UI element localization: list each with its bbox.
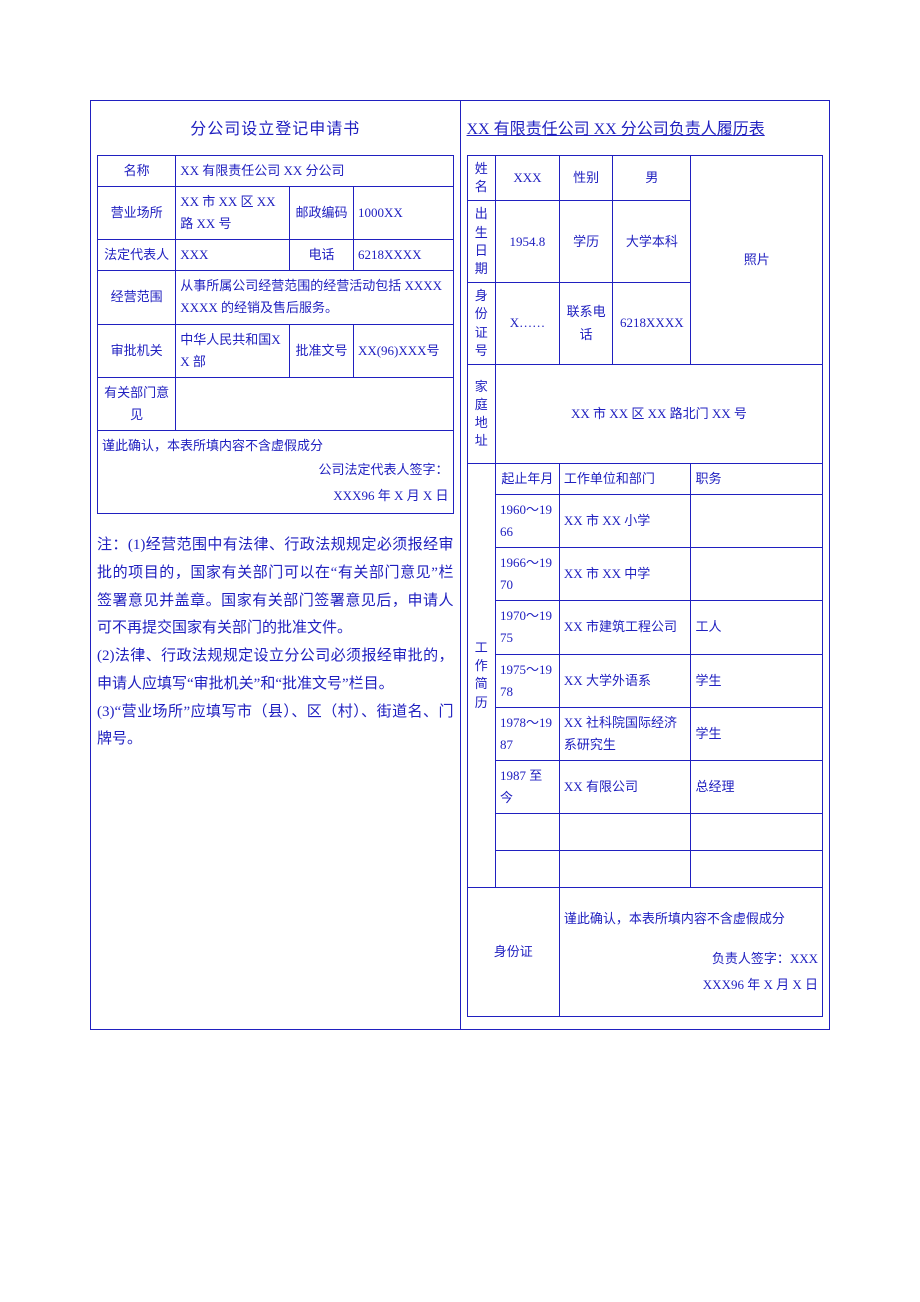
post-3: 学生 (691, 654, 823, 707)
unit-2: XX 市建筑工程公司 (559, 601, 691, 654)
label-r-dob: 出生日期 (467, 201, 495, 283)
label-phone: 电话 (289, 240, 353, 271)
value-r-edu: 大学本科 (613, 201, 691, 283)
sign-block: 公司法定代表人签字： XXX96 年 X 月 X 日 (102, 457, 449, 509)
document-page: 分公司设立登记申请书 名称 XX 有限责任公司 XX 分公司 营业场所 XX 市… (0, 0, 920, 1302)
confirm-text: 谨此确认，本表所填内容不含虚假成分 (102, 435, 449, 457)
value-legal: XXX (176, 240, 290, 271)
two-column-wrapper: 分公司设立登记申请书 名称 XX 有限责任公司 XX 分公司 营业场所 XX 市… (90, 100, 830, 1030)
period-5: 1987 至今 (495, 760, 559, 813)
label-r-gender: 性别 (559, 156, 612, 201)
id-confirm-cell: 谨此确认，本表所填内容不含虚假成分 负责人签字：XXX XXX96 年 X 月 … (559, 888, 822, 1017)
value-postal: 1000XX (353, 187, 453, 240)
resume-table: 姓名 XXX 性别 男 照片 出生日期 1954.8 学历 大学本科 身份证号 … (467, 155, 824, 1017)
note-line: (2)法律、行政法规规定设立分公司必须报经审批的，申请人应填写“审批机关”和“批… (97, 643, 454, 699)
resume-row-empty (467, 814, 823, 851)
post-4: 学生 (691, 707, 823, 760)
label-r-resume: 工作简历 (467, 463, 495, 887)
period-2: 1970～1975 (495, 601, 559, 654)
resume-row: 1966～1970 XX 市 XX 中学 (467, 548, 823, 601)
post-0 (691, 494, 823, 547)
id-section-label: 身份证 (467, 888, 559, 1017)
label-approver: 审批机关 (98, 324, 176, 377)
label-scope: 经营范围 (98, 271, 176, 324)
value-dept-opinion (176, 377, 453, 430)
unit-4: XX 社科院国际经济系研究生 (559, 707, 691, 760)
post-2: 工人 (691, 601, 823, 654)
label-r-edu: 学历 (559, 201, 612, 283)
photo-cell: 照片 (691, 156, 823, 365)
label-postal: 邮政编码 (289, 187, 353, 240)
resume-row: 1960～1966 XX 市 XX 小学 (467, 494, 823, 547)
label-r-contact: 联系电话 (559, 283, 612, 365)
resume-row: 1987 至今 XX 有限公司 总经理 (467, 760, 823, 813)
label-dept-opinion: 有关部门意见 (98, 377, 176, 430)
value-approve-no: XX(96)XXX号 (353, 324, 453, 377)
unit-3: XX 大学外语系 (559, 654, 691, 707)
resume-row: 1970～1975 XX 市建筑工程公司 工人 (467, 601, 823, 654)
value-name: XX 有限责任公司 XX 分公司 (176, 156, 453, 187)
r-sign-date: XXX96 年 X 月 X 日 (564, 972, 818, 998)
unit-0: XX 市 XX 小学 (559, 494, 691, 547)
unit-5: XX 有限公司 (559, 760, 691, 813)
period-4: 1978～1987 (495, 707, 559, 760)
right-column: XX 有限责任公司 XX 分公司负责人履历表 姓名 XXX 性别 男 照片 出生… (461, 101, 830, 1029)
value-approver: 中华人民共和国XX 部 (176, 324, 290, 377)
note-line: 注：(1)经营范围中有法律、行政法规规定必须报经审批的项目的，国家有关部门可以在… (97, 532, 454, 643)
left-title: 分公司设立登记申请书 (97, 115, 454, 139)
period-1: 1966～1970 (495, 548, 559, 601)
r-sign-label: 负责人签字：XXX (564, 946, 818, 972)
unit-1: XX 市 XX 中学 (559, 548, 691, 601)
value-r-contact: 6218XXXX (613, 283, 691, 365)
label-legal: 法定代表人 (98, 240, 176, 271)
label-place: 营业场所 (98, 187, 176, 240)
value-r-id: X…… (495, 283, 559, 365)
resume-row: 1975～1978 XX 大学外语系 学生 (467, 654, 823, 707)
note-line: (3)“营业场所”应填写市（县）、区（村）、街道名、门牌号。 (97, 699, 454, 755)
left-column: 分公司设立登记申请书 名称 XX 有限责任公司 XX 分公司 营业场所 XX 市… (91, 101, 461, 1029)
value-r-gender: 男 (613, 156, 691, 201)
value-scope: 从事所属公司经营范围的经营活动包括 XXXXXXXX 的经销及售后服务。 (176, 271, 453, 324)
value-r-addr: XX 市 XX 区 XX 路北门 XX 号 (495, 364, 822, 463)
label-r-addr: 家庭地址 (467, 364, 495, 463)
value-r-dob: 1954.8 (495, 201, 559, 283)
value-place: XX 市 XX 区 XX路 XX 号 (176, 187, 290, 240)
application-table: 名称 XX 有限责任公司 XX 分公司 营业场所 XX 市 XX 区 XX路 X… (97, 155, 454, 514)
label-name: 名称 (98, 156, 176, 187)
period-3: 1975～1978 (495, 654, 559, 707)
label-r-id: 身份证号 (467, 283, 495, 365)
r-confirm-text: 谨此确认，本表所填内容不含虚假成分 (564, 911, 785, 926)
label-period: 起止年月 (495, 463, 559, 494)
sign-date: XXX96 年 X 月 X 日 (102, 483, 449, 509)
notes-block: 注：(1)经营范围中有法律、行政法规规定必须报经审批的项目的，国家有关部门可以在… (97, 532, 454, 754)
value-r-name: XXX (495, 156, 559, 201)
resume-row: 1978～1987 XX 社科院国际经济系研究生 学生 (467, 707, 823, 760)
period-0: 1960～1966 (495, 494, 559, 547)
id-confirm-block: 谨此确认，本表所填内容不含虚假成分 负责人签字：XXX XXX96 年 X 月 … (564, 906, 818, 998)
label-post: 职务 (691, 463, 823, 494)
label-r-name: 姓名 (467, 156, 495, 201)
label-unit: 工作单位和部门 (559, 463, 691, 494)
sign-label: 公司法定代表人签字： (102, 457, 449, 483)
resume-row-empty (467, 851, 823, 888)
value-phone: 6218XXXX (353, 240, 453, 271)
label-approve-no: 批准文号 (289, 324, 353, 377)
right-title: XX 有限责任公司 XX 分公司负责人履历表 (467, 115, 824, 139)
post-1 (691, 548, 823, 601)
confirm-cell: 谨此确认，本表所填内容不含虚假成分 公司法定代表人签字： XXX96 年 X 月… (98, 430, 454, 513)
post-5: 总经理 (691, 760, 823, 813)
